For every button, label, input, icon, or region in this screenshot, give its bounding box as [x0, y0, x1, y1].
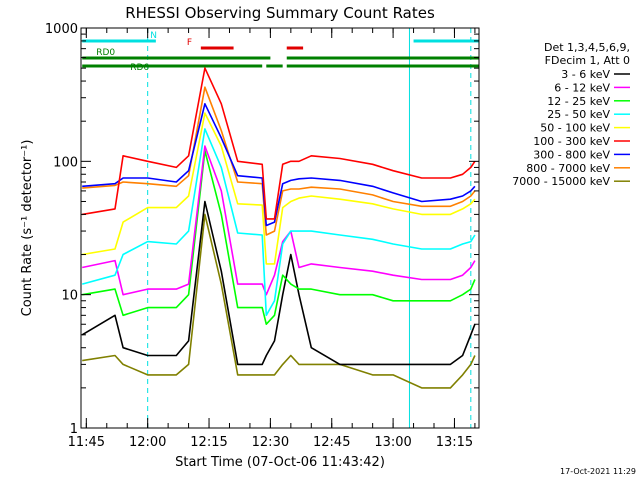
y-tick-label: 10	[61, 289, 78, 304]
series-line-25-50-kev	[81, 128, 476, 317]
axes: 1 10 100 1000 11:45 12:00 12:15 12:30 12:45 13:00…	[45, 22, 480, 450]
legend-label: 800 - 7000 keV	[526, 162, 610, 175]
legend-label: 50 - 100 keV	[540, 122, 610, 135]
x-tick-label: 12:30	[252, 435, 289, 450]
legend-header-line: Det 1,3,4,5,6,9,	[544, 41, 630, 54]
x-tick-label: 13:00	[374, 435, 411, 450]
series-line-100-300-kev	[82, 67, 476, 220]
flag-label-rd6: RD6	[130, 63, 149, 73]
legend-label: 6 - 12 keV	[554, 81, 610, 94]
plot-frame	[80, 27, 480, 429]
legend: Det 1,3,4,5,6,9,FDecim 1, Att 03 - 6 keV…	[512, 41, 630, 188]
series-line-3-6-kev	[81, 200, 476, 366]
legend-label: 7000 - 15000 keV	[512, 175, 610, 188]
legend-label: 300 - 800 keV	[533, 148, 610, 161]
series-line-800-7000-kev	[82, 86, 476, 236]
y-tick-label: 1	[70, 422, 78, 437]
chart-title: RHESSI Observing Summary Count Rates	[125, 4, 435, 22]
series-line-12-25-kev	[82, 150, 476, 326]
series-line-50-100-kev	[82, 112, 476, 265]
x-tick-label: 12:45	[313, 435, 350, 450]
x-axis-label: Start Time (07-Oct-06 11:43:42)	[175, 455, 385, 470]
x-tick-label: 12:15	[190, 435, 227, 450]
y-axis-label: Count Rate (s⁻¹ detector⁻¹)	[20, 140, 35, 317]
series-lines	[81, 67, 476, 389]
timestamp: 17-Oct-2021 11:29	[560, 467, 636, 476]
series-line-300-800-kev	[82, 103, 476, 227]
y-tick-label: 1000	[45, 22, 78, 37]
flag-label-rd0: RD0	[96, 48, 115, 58]
legend-header-line: FDecim 1, Att 0	[545, 54, 630, 67]
legend-label: 100 - 300 keV	[533, 135, 610, 148]
legend-label: 3 - 6 keV	[561, 68, 610, 81]
x-tick-label: 12:00	[129, 435, 166, 450]
legend-label: 12 - 25 keV	[547, 95, 610, 108]
series-line-6-12-kev	[82, 145, 476, 296]
x-tick-label: 11:45	[68, 435, 105, 450]
x-tick-label: 13:15	[436, 435, 473, 450]
flag-bars: N F RD0 RD6	[82, 31, 479, 73]
legend-label: 25 - 50 keV	[547, 108, 610, 121]
flag-label-f: F	[187, 38, 192, 48]
y-tick-label: 100	[53, 155, 78, 170]
flag-label-n: N	[150, 31, 157, 41]
series-line-7000-15000-kev	[82, 213, 476, 389]
